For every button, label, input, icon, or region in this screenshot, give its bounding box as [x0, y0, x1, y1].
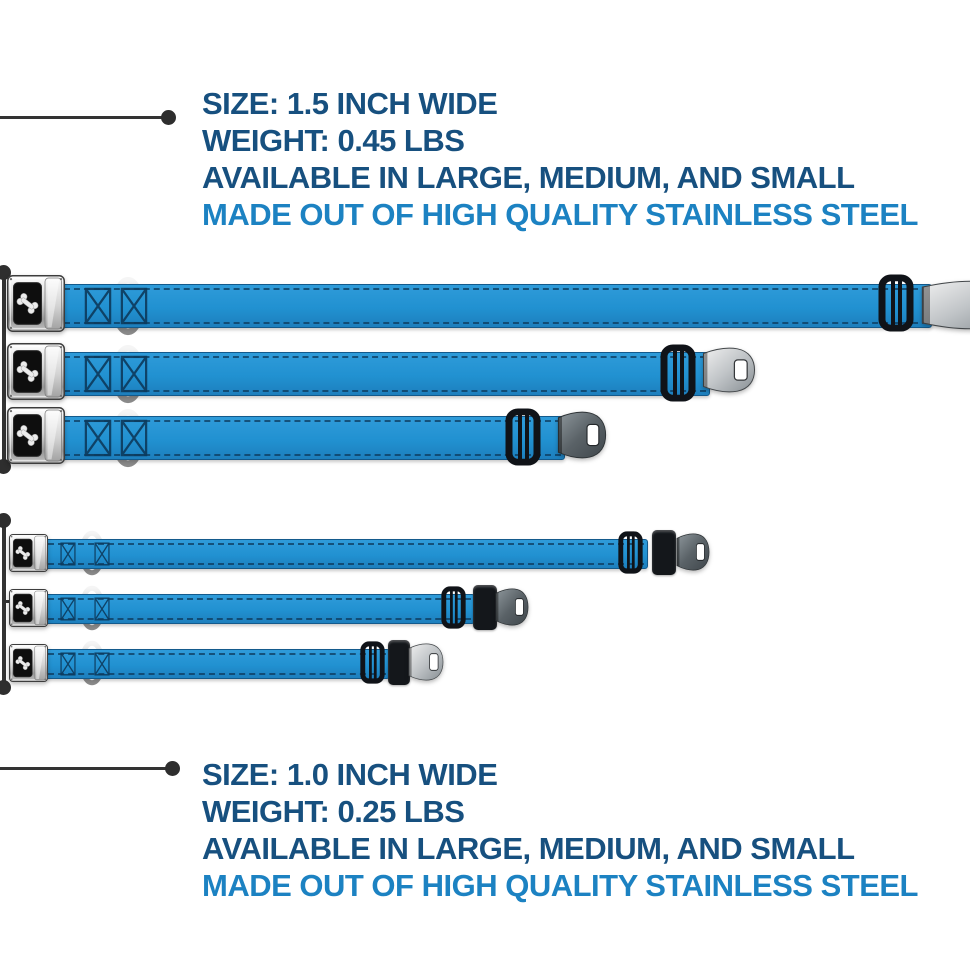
collar-1-0-inch-small [0, 638, 970, 704]
latch-plate-tongue [408, 643, 444, 681]
spec-material: MADE OUT OF HIGH QUALITY STAINLESS STEEL [202, 197, 919, 232]
spec-availability: AVAILABLE IN LARGE, MEDIUM, AND SMALL [202, 831, 855, 866]
collar-strap [60, 352, 710, 396]
group-bracket-small [2, 519, 6, 687]
callout-dot-top [161, 110, 176, 125]
seatbelt-buckle [9, 589, 48, 627]
latch-plate-tongue [676, 533, 710, 571]
spec-weight: WEIGHT: 0.45 LBS [202, 123, 465, 158]
collar-1-5-inch-large [0, 272, 970, 338]
stitch-box [60, 542, 76, 566]
stitch-box [84, 419, 112, 457]
callout-dot-bottom [165, 761, 180, 776]
stitch-box [94, 597, 110, 621]
latch-plate-tongue [557, 411, 607, 459]
adjuster-slider [441, 586, 466, 629]
adjuster-slider [618, 531, 643, 574]
stitch-box [94, 542, 110, 566]
spec-block-bottom: SIZE: 1.0 INCH WIDE WEIGHT: 0.25 LBS AVA… [202, 756, 919, 904]
stitch-box [94, 652, 110, 676]
callout-line-bottom [0, 767, 166, 770]
collar-1-0-inch-medium [0, 583, 970, 649]
stitch-box [84, 355, 112, 393]
strap-keeper [652, 530, 676, 575]
collar-1-0-inch-large [0, 528, 970, 594]
spec-weight: WEIGHT: 0.25 LBS [202, 794, 465, 829]
stitch-box [60, 597, 76, 621]
group-bracket-small-tick [2, 600, 12, 603]
adjuster-slider [660, 344, 696, 402]
stitch-box [60, 652, 76, 676]
collar-1-5-inch-medium [0, 340, 970, 406]
bracket-dot-large-bottom [0, 459, 11, 474]
seatbelt-buckle [7, 407, 65, 464]
latch-plate-tongue [702, 347, 756, 393]
stitch-box [120, 419, 148, 457]
collar-strap [44, 539, 648, 569]
group-bracket-large [2, 271, 6, 466]
seatbelt-buckle [9, 644, 48, 682]
adjuster-slider [878, 274, 914, 332]
collar-strap [44, 594, 475, 624]
stitch-box [84, 287, 112, 325]
strap-keeper [473, 585, 497, 630]
callout-line-top [0, 116, 162, 119]
spec-block-top: SIZE: 1.5 INCH WIDE WEIGHT: 0.45 LBS AVA… [202, 85, 919, 233]
seatbelt-buckle [7, 343, 65, 400]
latch-plate-tongue [921, 280, 970, 330]
bracket-dot-small-top [0, 513, 11, 528]
bracket-dot-large-top [0, 265, 11, 280]
stitch-box [120, 355, 148, 393]
stitch-box [120, 287, 148, 325]
adjuster-slider [360, 641, 385, 684]
spec-size: SIZE: 1.5 INCH WIDE [202, 86, 498, 121]
adjuster-slider [505, 408, 541, 466]
collar-1-5-inch-small [0, 404, 970, 470]
spec-material: MADE OUT OF HIGH QUALITY STAINLESS STEEL [202, 868, 919, 903]
spec-availability: AVAILABLE IN LARGE, MEDIUM, AND SMALL [202, 160, 855, 195]
seatbelt-buckle [9, 534, 48, 572]
spec-size: SIZE: 1.0 INCH WIDE [202, 757, 498, 792]
strap-keeper [388, 640, 410, 685]
latch-plate-tongue [495, 588, 529, 626]
bracket-dot-small-bottom [0, 680, 11, 695]
seatbelt-buckle [7, 275, 65, 332]
collar-strap [60, 284, 932, 328]
